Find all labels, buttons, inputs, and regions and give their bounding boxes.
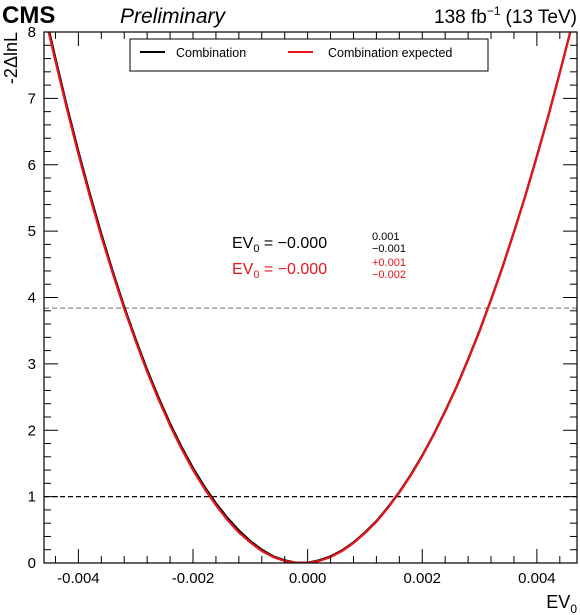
x-tick-label: -0.002 [172,570,215,587]
svg-text:+0.001: +0.001 [372,257,406,269]
x-axis-title: EV0 [546,592,577,615]
svg-text:EV0 = −0.000: EV0 = −0.000 [232,235,327,255]
svg-text:−0.001: −0.001 [372,243,406,255]
x-tick-label: 0.000 [289,570,327,587]
y-axis-ticks: 0 1 2 3 4 5 6 7 8 [28,24,577,572]
x-tick-label: 0.004 [518,570,556,587]
svg-text:0.001: 0.001 [372,231,400,243]
status-label: Preliminary [120,5,227,28]
y-tick-label: 8 [28,24,36,41]
experiment-label: CMS [2,2,55,29]
luminosity-label: 138 fb−1 (13 TeV) [434,4,577,28]
y-tick-label: 4 [28,290,36,307]
series-line-combination-expected [47,32,572,563]
y-tick-label: 7 [28,90,36,107]
curves [47,32,572,563]
svg-text:−0.002: −0.002 [372,269,406,281]
observed-result: EV0 = −0.000 0.001 −0.001 [232,231,406,255]
x-tick-label: -0.004 [57,570,100,587]
x-tick-label: 0.002 [403,570,441,587]
reference-lines [44,307,577,498]
y-tick-label: 1 [28,489,36,506]
series-line-combination [48,32,572,563]
legend-box [129,38,489,72]
y-tick-label: 3 [28,356,36,373]
y-axis-title: -2ΔlnL [1,32,21,84]
legend-label-combination-expected: Combination expected [328,46,452,60]
x-axis-ticks: -0.004 -0.002 0.000 0.002 0.004 [54,32,561,587]
y-tick-label: 6 [28,157,36,174]
legend-label-combination: Combination [176,46,246,60]
y-tick-label: 0 [28,555,36,572]
plot-frame [43,31,578,564]
y-tick-label: 5 [28,223,36,240]
y-tick-label: 2 [28,422,36,439]
expected-result: EV0 = −0.000 +0.001 −0.002 [232,257,406,281]
svg-text:EV0 = −0.000: EV0 = −0.000 [232,261,327,281]
legend: Combination Combination expected [129,38,489,72]
